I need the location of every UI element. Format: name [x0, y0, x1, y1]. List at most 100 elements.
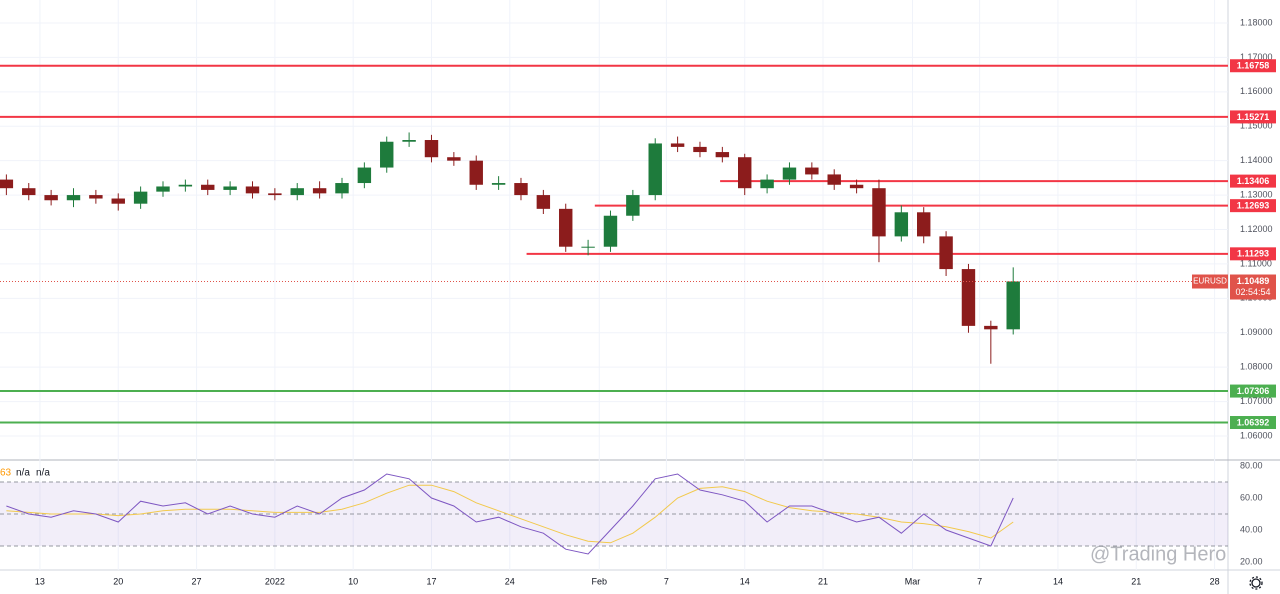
candle-body — [89, 195, 103, 199]
candle-body — [44, 195, 58, 201]
candle-body — [133, 191, 148, 204]
candle-body — [245, 186, 260, 194]
settings-icon[interactable] — [1249, 576, 1263, 590]
level-label: 1.13406 — [1237, 176, 1270, 186]
last-price-bg — [1230, 274, 1276, 300]
rsi-legend: n/a — [36, 468, 50, 479]
x-tick-label: 21 — [818, 576, 828, 586]
candle-body — [559, 208, 573, 247]
rsi-legend: 63 — [0, 468, 12, 479]
rsi-pane: 63 n/a n/a — [0, 468, 1228, 555]
candle-body — [581, 246, 595, 248]
rsi-line — [6, 473, 1014, 555]
rsi-tick-label: 60.00 — [1240, 492, 1263, 502]
y-tick-label: 1.15000 — [1240, 121, 1273, 131]
candle-body — [738, 157, 752, 189]
candle-body — [626, 195, 640, 216]
candle-body — [357, 167, 372, 184]
y-tick-label: 1.13000 — [1240, 189, 1273, 199]
candle-body — [268, 193, 282, 196]
x-tick-label: 13 — [35, 576, 45, 586]
candle-body — [827, 174, 841, 185]
y-tick-label: 1.11000 — [1240, 258, 1272, 268]
x-tick-label: 27 — [192, 576, 202, 586]
candle-body — [984, 325, 998, 330]
symbol-label: EURUSD — [1193, 277, 1227, 286]
x-tick-label: 20 — [113, 576, 123, 586]
rsi-tick-label: 80.00 — [1240, 460, 1263, 470]
candle-body — [849, 184, 864, 189]
candle-body — [670, 143, 685, 147]
candle-body — [760, 179, 774, 189]
symbol-label-bg — [1192, 274, 1228, 289]
x-tick-label: 2022 — [265, 576, 285, 586]
y-tick-label: 1.18000 — [1240, 17, 1273, 27]
candle-body — [782, 167, 797, 180]
candle-body — [961, 269, 976, 326]
candle-body — [536, 195, 551, 209]
watermark: @Trading Hero — [1090, 543, 1226, 565]
x-tick-label: Feb — [592, 576, 608, 586]
y-tick-label: 1.17000 — [1240, 52, 1273, 62]
level-label-bg — [1230, 110, 1276, 124]
candle-body — [424, 140, 439, 158]
rsi-legend: n/a — [16, 468, 30, 479]
level-label-bg — [1230, 416, 1276, 430]
candle-body — [939, 236, 953, 270]
candle-body — [872, 188, 886, 237]
candle-body — [447, 157, 461, 161]
x-tick-label: 24 — [505, 576, 515, 586]
candle-body — [335, 183, 349, 194]
candle-body — [715, 152, 730, 158]
y-tick-label: 1.09000 — [1240, 327, 1273, 337]
candle-body — [894, 212, 909, 237]
level-label-bg — [1230, 59, 1276, 73]
candle-body — [223, 186, 237, 190]
level-label: 1.06392 — [1237, 417, 1270, 427]
last-price-label: 1.10489 — [1237, 276, 1270, 286]
candle-body — [380, 141, 394, 168]
y-tick-label: 1.07000 — [1240, 396, 1273, 406]
candle-body — [917, 212, 931, 237]
level-label-bg — [1230, 384, 1276, 398]
level-label: 1.16758 — [1237, 61, 1270, 71]
candle-body — [290, 188, 304, 196]
y-tick-label: 1.16000 — [1240, 86, 1273, 96]
candle-body — [469, 160, 483, 185]
x-tick-label: 7 — [664, 576, 669, 586]
candle-body — [156, 186, 170, 192]
candle-body — [648, 143, 662, 196]
main-pane — [0, 64, 1228, 424]
level-label: 1.15271 — [1237, 112, 1270, 122]
candle-body — [1006, 281, 1020, 330]
x-tick-label: 7 — [977, 576, 982, 586]
axes: 13 20 27 2022 10 17 24 Feb 7 14 21 Mar 7 14 21 28 1.0600… — [35, 17, 1276, 586]
candle-body — [491, 183, 506, 185]
candle-body — [178, 184, 193, 187]
candle-body — [111, 198, 125, 204]
candle-body — [402, 140, 416, 142]
x-tick-label: 21 — [1131, 576, 1141, 586]
candle-body — [514, 183, 528, 196]
candle-body — [22, 188, 36, 196]
level-label: 1.11293 — [1237, 249, 1269, 259]
grid — [0, 0, 1228, 570]
rsi-tick-label: 40.00 — [1240, 524, 1263, 534]
candle-body — [312, 188, 327, 194]
candle-body — [693, 146, 707, 153]
y-tick-label: 1.08000 — [1240, 362, 1273, 372]
candle-body — [0, 179, 14, 189]
rsi-tick-label: 20.00 — [1240, 556, 1263, 566]
candle-body — [805, 167, 819, 175]
candle-body — [201, 184, 215, 190]
candle-body — [66, 195, 81, 201]
rsi-ma-line — [6, 484, 1014, 544]
y-tick-label: 1.14000 — [1240, 155, 1273, 165]
y-tick-label: 1.06000 — [1240, 430, 1273, 440]
y-tick-label: 1.12000 — [1240, 224, 1273, 234]
level-label-bg — [1230, 199, 1276, 213]
level-label-bg — [1230, 247, 1276, 261]
